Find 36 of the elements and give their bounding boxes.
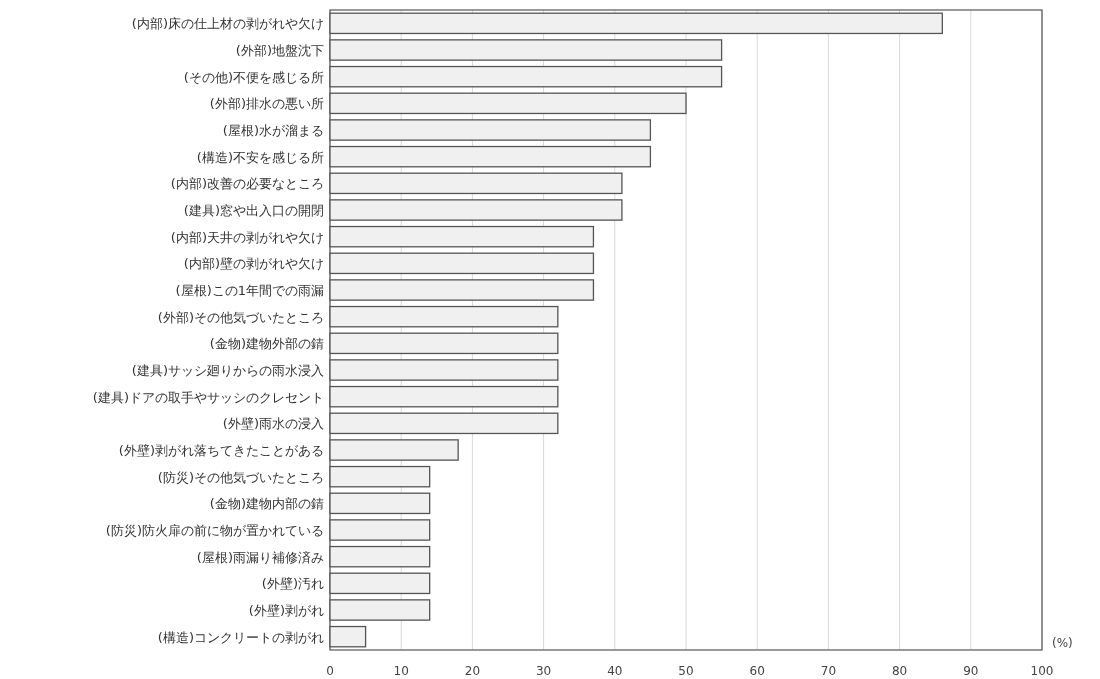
y-tick-label: (屋根)雨漏り補修済み <box>196 549 324 565</box>
y-tick-label: (構造)不安を感じる所 <box>196 149 324 165</box>
y-tick-label: (外壁)雨水の浸入 <box>222 416 324 432</box>
x-tick-label: 60 <box>749 664 765 678</box>
y-tick-label: (金物)建物内部の錆 <box>209 496 324 512</box>
x-tick-label: 40 <box>607 664 623 678</box>
x-tick-label: 20 <box>464 664 481 678</box>
y-tick-label: (屋根)水が溜まる <box>222 123 324 138</box>
y-tick-label: (内部)天井の剥がれや欠け <box>170 229 324 245</box>
y-tick-label: (外壁)剥がれ落ちてきたことがある <box>118 443 324 458</box>
x-tick-label: 0 <box>326 664 334 678</box>
x-tick-label: 100 <box>1030 664 1054 678</box>
y-tick-label: (建具)サッシ廻りからの雨水浸入 <box>131 363 324 378</box>
x-tick-label: 10 <box>393 664 409 678</box>
y-tick-label: (内部)床の仕上材の剥がれや欠け <box>131 16 324 32</box>
x-tick-label: 90 <box>963 664 979 678</box>
y-tick-label: (その他)不便を感じる所 <box>183 69 324 85</box>
x-axis-title: (%) <box>1052 636 1073 650</box>
y-tick-label: (屋根)この1年間での雨漏 <box>175 283 324 298</box>
y-tick-label: (防災)その他気づいたところ <box>157 469 324 485</box>
x-tick-label: 50 <box>678 664 694 678</box>
x-tick-label: 70 <box>820 664 837 678</box>
y-tick-label: (金物)建物外部の錆 <box>209 336 324 352</box>
y-tick-label: (内部)改善の必要なところ <box>170 176 324 192</box>
y-tick-label: (外部)地盤沈下 <box>235 43 324 58</box>
y-tick-label: (建具)窓や出入口の開閉 <box>183 203 324 218</box>
y-tick-label: (外壁)汚れ <box>261 576 324 592</box>
y-tick-label: (外部)排水の悪い所 <box>209 96 324 112</box>
y-tick-label: (防災)防火扉の前に物が置かれている <box>105 523 324 538</box>
y-tick-label: (外部)その他気づいたところ <box>157 309 324 325</box>
x-tick-label: 30 <box>535 664 552 678</box>
y-tick-label: (構造)コンクリートの剥がれ <box>157 629 324 645</box>
y-tick-label: (建具)ドアの取手やサッシのクレセント <box>92 389 324 405</box>
y-tick-label: (外壁)剥がれ <box>248 603 324 618</box>
x-tick-label: 80 <box>891 664 908 678</box>
y-tick-label: (内部)壁の剥がれや欠け <box>183 256 324 272</box>
